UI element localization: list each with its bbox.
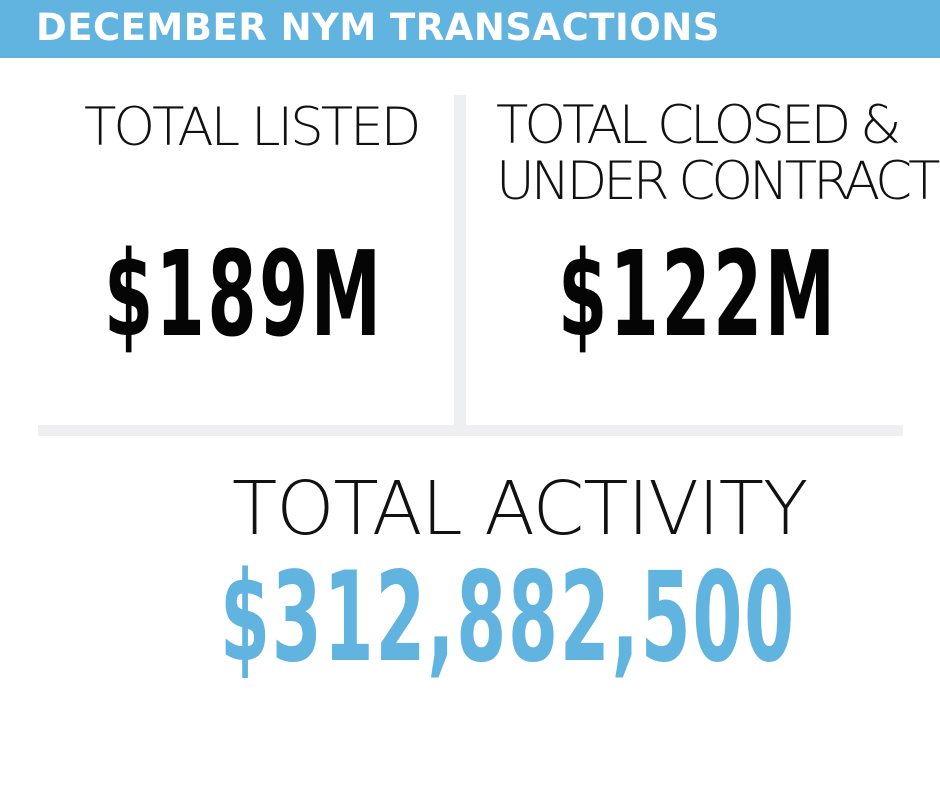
total-closed-label-line1: TOTAL CLOSED & — [496, 95, 901, 156]
total-activity-value: $312,882,500 — [220, 546, 796, 690]
page-title: DECEMBER NYM TRANSACTIONS — [36, 6, 720, 49]
vertical-divider — [454, 95, 466, 425]
total-closed-label-line2: UNDER CONTRACT — [496, 151, 940, 212]
total-closed-value: $122M — [558, 225, 838, 363]
horizontal-divider — [38, 425, 903, 436]
total-listed-label: TOTAL LISTED — [84, 97, 421, 158]
header-bar: DECEMBER NYM TRANSACTIONS — [0, 0, 940, 58]
total-closed-label: TOTAL CLOSED & UNDER CONTRACT — [496, 95, 940, 212]
total-listed-value: $189M — [104, 225, 384, 363]
total-activity-label: TOTAL ACTIVITY — [232, 466, 808, 552]
